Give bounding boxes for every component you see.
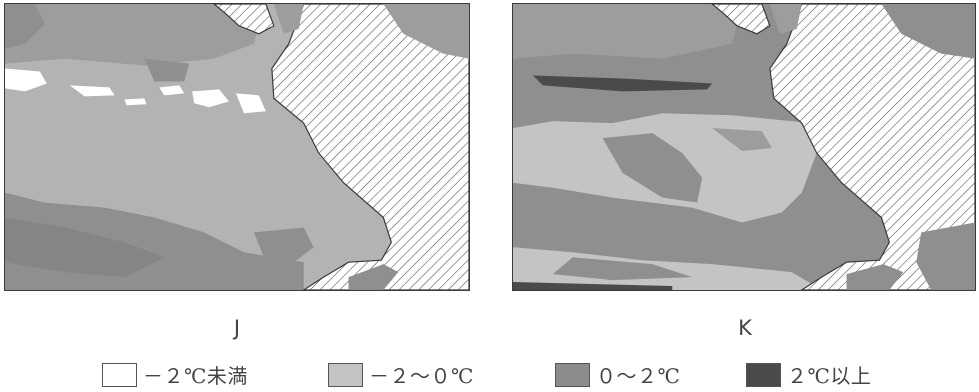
ocean-cold-patch xyxy=(159,85,185,96)
legend-item-0-to-2: ０～２℃ xyxy=(555,360,680,389)
ocean-cold-patch xyxy=(69,85,115,97)
ocean-region-south xyxy=(513,247,822,290)
legend-label: －２℃未満 xyxy=(143,364,248,388)
land-south-america xyxy=(769,4,975,290)
ocean-cold-patch xyxy=(236,93,266,114)
legend: －２℃未満 －２～０℃ ０～２℃ ２℃以上 xyxy=(0,360,979,390)
legend-label: －２～０℃ xyxy=(369,364,474,388)
legend-label: ２℃以上 xyxy=(787,364,872,388)
ocean-cold-patch xyxy=(5,68,47,92)
caribbean-sea xyxy=(383,4,469,59)
legend-swatch xyxy=(555,362,590,387)
legend-item-below-minus-2: －２℃未満 xyxy=(102,360,248,389)
land-central-america xyxy=(213,4,275,35)
legend-swatch xyxy=(328,362,363,387)
land-south-america xyxy=(271,4,469,290)
ocean-patch xyxy=(712,128,772,151)
ocean-patch xyxy=(253,227,314,263)
legend-swatch xyxy=(102,362,137,387)
ocean-cold-patch xyxy=(124,98,147,106)
caribbean-sea xyxy=(881,4,975,59)
land-central-america xyxy=(711,4,771,35)
atlantic-patch xyxy=(846,264,904,290)
caribbean-sea xyxy=(769,4,802,34)
ocean-warm-patch xyxy=(513,282,673,290)
map-panel-j xyxy=(4,3,470,291)
legend-item-minus-2-to-0: －２～０℃ xyxy=(328,360,474,389)
ocean-warm-band xyxy=(532,75,713,92)
legend-item-above-2: ２℃以上 xyxy=(746,360,871,389)
ocean-region-north xyxy=(5,4,264,66)
map-label-k: K xyxy=(738,316,752,340)
legend-swatch xyxy=(746,362,781,387)
ocean-patch xyxy=(144,58,190,82)
atlantic-patch xyxy=(916,222,975,290)
map-j-svg xyxy=(5,4,469,290)
ocean-patch xyxy=(602,133,703,203)
ocean-patch xyxy=(552,257,693,281)
ocean-patch xyxy=(5,217,165,278)
ocean-patch xyxy=(5,4,45,49)
map-panel-k xyxy=(512,3,976,291)
atlantic-patch xyxy=(348,264,399,290)
ocean-patch xyxy=(513,4,743,59)
map-label-j: J xyxy=(233,316,241,340)
map-k-svg xyxy=(513,4,975,290)
ocean-cold-patch xyxy=(192,89,230,108)
legend-label: ０～２℃ xyxy=(596,364,681,388)
